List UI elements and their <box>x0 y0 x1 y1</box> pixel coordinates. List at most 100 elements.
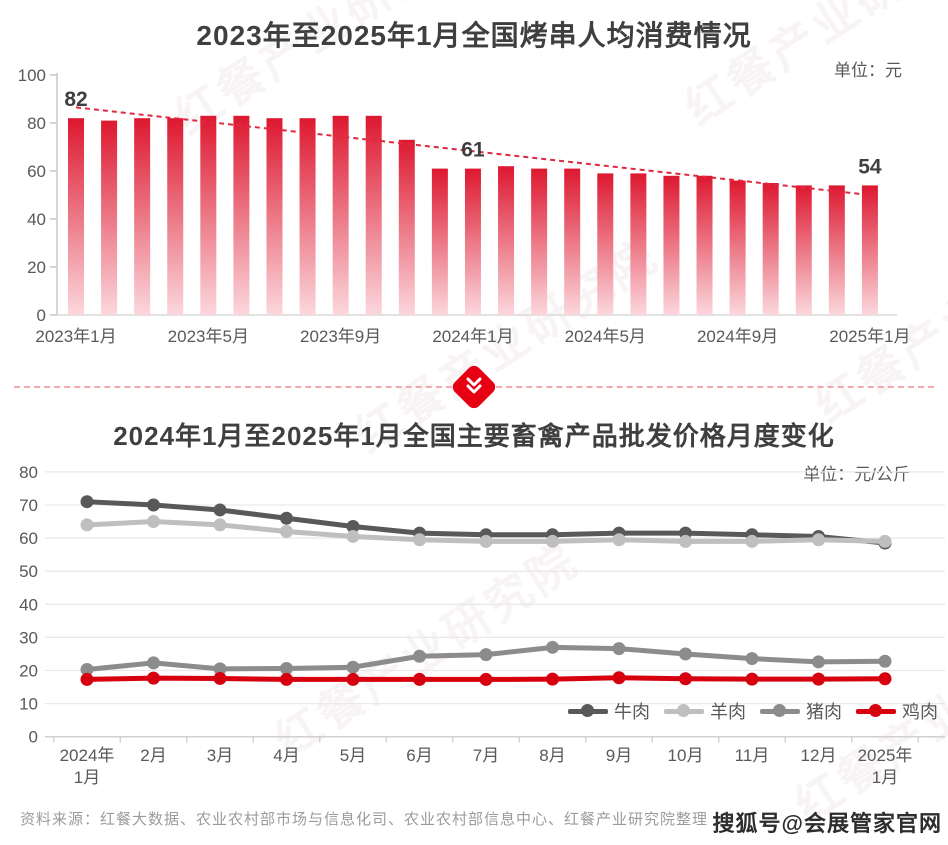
data-point <box>213 671 227 685</box>
trendline <box>75 106 871 196</box>
bar <box>134 118 151 315</box>
x-tick-label: 2025年 <box>858 746 913 765</box>
legend-item: 猪肉 <box>760 698 842 724</box>
data-point <box>147 671 160 685</box>
bar <box>101 120 118 315</box>
data-point <box>280 662 293 676</box>
y-tick-label: 0 <box>37 306 46 325</box>
legend-label: 猪肉 <box>806 702 842 722</box>
y-tick-label: 40 <box>19 595 38 614</box>
line-chart-title: 2024年1月至2025年1月全国主要畜禽产品批发价格月度变化 <box>113 421 835 451</box>
data-point <box>346 520 360 534</box>
bar <box>431 168 448 315</box>
y-tick-label: 40 <box>27 210 46 229</box>
data-point <box>147 498 160 512</box>
legend-swatch-icon <box>664 704 704 718</box>
x-tick-label: 2024年1月 <box>432 327 513 346</box>
data-point <box>612 533 626 547</box>
data-point <box>679 534 692 548</box>
y-tick-label: 70 <box>19 496 38 515</box>
bar-value-label: 54 <box>858 155 882 178</box>
data-point <box>80 663 94 677</box>
x-tick-label: 8月 <box>539 746 565 765</box>
legend-item: 羊肉 <box>664 698 746 724</box>
data-point <box>413 533 426 547</box>
data-point <box>679 672 692 686</box>
legend-label: 羊肉 <box>710 702 746 722</box>
data-point <box>812 655 825 669</box>
data-point <box>878 672 892 686</box>
y-tick-label: 20 <box>19 662 38 681</box>
data-point <box>80 495 94 509</box>
legend-swatch-icon <box>760 704 800 718</box>
livestock-price-line-chart: 0 10 20 30 40 50 60 70 80 2024年 1月 2月 3月 4月 5月 6月 7月 8月 9月… <box>19 463 945 787</box>
x-tick-label: 2025年1月 <box>829 327 910 346</box>
x-tick-label: 2月 <box>140 746 166 765</box>
data-point <box>413 672 426 686</box>
data-point <box>213 518 227 532</box>
bar <box>597 173 614 315</box>
bar <box>299 118 316 315</box>
data-point <box>147 515 160 529</box>
y-tick-label: 50 <box>19 562 38 581</box>
data-point <box>479 648 493 662</box>
bar <box>729 180 746 315</box>
x-tick-label: 2024年 <box>60 746 115 765</box>
data-point <box>679 647 692 661</box>
y-tick-label: 20 <box>27 258 46 277</box>
line-chart-unit-label: 单位：元/公斤 <box>803 465 910 484</box>
data-point <box>745 672 759 686</box>
data-point <box>812 672 825 686</box>
bar <box>828 185 845 315</box>
data-point <box>546 640 559 654</box>
x-tick-label: 1月 <box>872 768 898 787</box>
bar <box>464 168 481 315</box>
data-point <box>413 649 426 663</box>
x-tick-label: 5月 <box>340 746 366 765</box>
barbecue-consumption-bar-chart: 0 20 40 60 80 100 82 61 54 2023年1月 2023年5月 2023年9月 2… <box>18 66 911 346</box>
data-point <box>213 662 227 676</box>
legend-item: 鸡肉 <box>856 698 938 724</box>
data-point <box>80 672 94 686</box>
y-tick-label: 30 <box>19 628 38 647</box>
x-tick-label: 7月 <box>473 746 499 765</box>
bar <box>498 166 515 315</box>
y-tick-label: 80 <box>19 463 38 482</box>
bar <box>332 115 349 315</box>
y-tick-label: 60 <box>19 529 38 548</box>
data-point <box>280 672 293 686</box>
y-tick-label: 60 <box>27 162 46 181</box>
bar <box>663 175 680 315</box>
legend-label: 鸡肉 <box>902 702 938 722</box>
data-point <box>745 652 759 666</box>
legend-label: 牛肉 <box>614 702 650 722</box>
x-tick-label: 3月 <box>207 746 233 765</box>
x-tick-label: 11月 <box>735 746 770 765</box>
legend-swatch-icon <box>856 704 896 718</box>
bar <box>200 115 217 315</box>
data-point <box>346 672 360 686</box>
bar <box>167 118 184 315</box>
bar-value-label: 82 <box>64 88 87 111</box>
x-tick-label: 2023年1月 <box>35 327 116 346</box>
sohu-watermark: 搜狐号@会展管家官网 <box>712 811 942 836</box>
data-point <box>213 503 227 517</box>
x-tick-label: 9月 <box>606 746 632 765</box>
data-source-note: 资料来源：红餐大数据、农业农村部市场与信息化司、农业农村部信息中心、红餐产业研究… <box>20 811 709 828</box>
data-point <box>812 533 825 547</box>
x-tick-label: 10月 <box>668 746 704 765</box>
y-tick-label: 10 <box>19 695 38 714</box>
x-tick-label: 2023年5月 <box>168 327 249 346</box>
x-tick-label: 12月 <box>801 746 837 765</box>
bar <box>365 115 382 315</box>
bar <box>861 185 878 315</box>
bar <box>762 183 779 315</box>
x-tick-label: 2024年9月 <box>697 327 778 346</box>
data-point <box>878 534 892 548</box>
section-divider-badge <box>449 362 499 412</box>
bar <box>531 168 548 315</box>
y-tick-label: 80 <box>27 114 46 133</box>
data-point <box>280 511 293 525</box>
bar <box>68 118 84 315</box>
data-point <box>80 518 94 532</box>
